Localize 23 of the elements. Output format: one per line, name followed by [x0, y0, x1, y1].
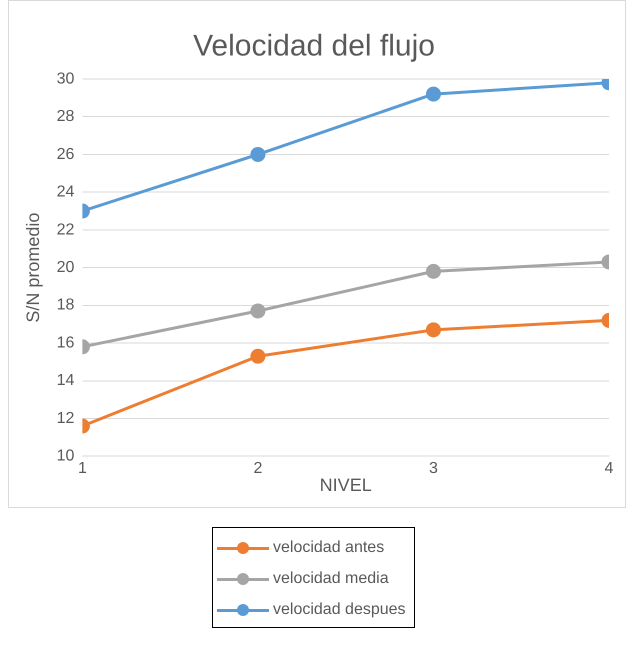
x-tick-label: 4 — [604, 460, 614, 478]
x-tick-label: 2 — [253, 460, 262, 478]
y-tick-label: 14 — [56, 372, 74, 390]
point — [426, 86, 441, 102]
y-tick-label: 10 — [56, 448, 74, 465]
legend-label: velocidad media — [273, 570, 389, 588]
x-tick-label: 1 — [78, 460, 87, 478]
point — [250, 146, 266, 162]
y-tick-label: 24 — [56, 184, 74, 201]
legend-label: velocidad despues — [273, 600, 406, 618]
x-tick-label: 3 — [429, 460, 438, 478]
y-tick-label: 28 — [56, 108, 74, 126]
y-tick-label: 30 — [56, 70, 74, 88]
chart-title: Velocidad del flujo — [193, 29, 435, 62]
y-tick-label: 20 — [56, 259, 74, 276]
y-tick-label: 12 — [56, 410, 74, 427]
y-tick-label: 16 — [56, 334, 74, 352]
y-axis-title: S/N promedio — [22, 212, 43, 323]
legend-label: velocidad antes — [273, 538, 384, 556]
x-axis-title: NIVEL — [320, 475, 372, 496]
y-tick-label: 26 — [56, 146, 74, 163]
y-tick-label: 22 — [56, 221, 74, 238]
y-tick-label: 18 — [56, 296, 74, 314]
